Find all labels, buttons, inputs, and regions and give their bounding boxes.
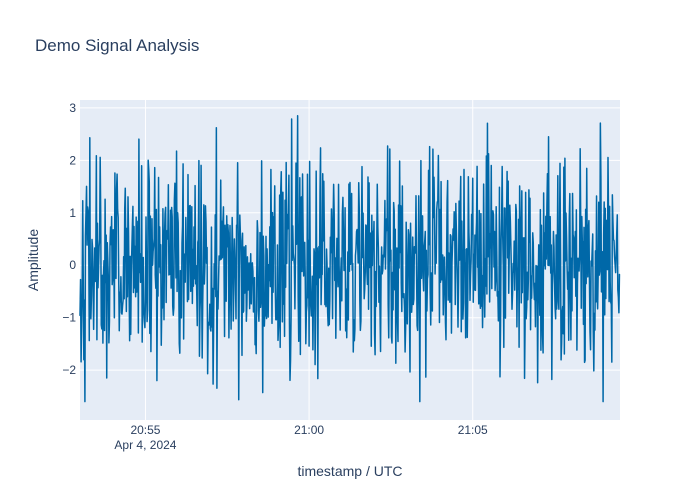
y-tick-label: −2	[62, 363, 76, 377]
y-tick-label: 1	[69, 206, 76, 220]
x-tick-sublabel: Apr 4, 2024	[114, 438, 176, 452]
series-layer	[79, 114, 621, 403]
x-axis-title: timestamp / UTC	[297, 463, 402, 479]
y-tick-label: 0	[69, 258, 76, 272]
chart-title: Demo Signal Analysis	[35, 36, 199, 55]
y-tick-label: 2	[69, 153, 76, 167]
y-tick-label: −1	[62, 311, 76, 325]
y-tick-label: 3	[69, 101, 76, 115]
x-tick-label: 20:55	[130, 423, 160, 437]
x-tick-label: 21:00	[294, 423, 324, 437]
x-tick-label: 21:05	[458, 423, 488, 437]
y-axis-ticks: 3 2 1 0 −1 −2	[62, 101, 76, 377]
signal-series-line	[79, 114, 621, 403]
y-axis-title: Amplitude	[25, 229, 41, 291]
